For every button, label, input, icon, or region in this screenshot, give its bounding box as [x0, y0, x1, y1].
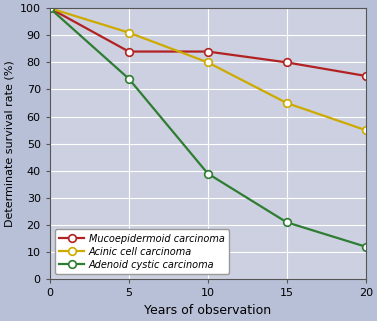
Adenoid cystic carcinoma — [285, 221, 289, 224]
Acinic cell carcinoma — [363, 128, 368, 132]
Y-axis label: Determinate survival rate (%): Determinate survival rate (%) — [4, 60, 14, 227]
Line: Adenoid cystic carcinoma: Adenoid cystic carcinoma — [46, 4, 369, 250]
X-axis label: Years of observation: Years of observation — [144, 304, 271, 317]
Acinic cell carcinoma — [48, 6, 52, 10]
Mucoepidermoid carcinoma — [127, 50, 131, 54]
Line: Acinic cell carcinoma: Acinic cell carcinoma — [46, 4, 369, 134]
Acinic cell carcinoma — [205, 60, 210, 64]
Adenoid cystic carcinoma — [363, 245, 368, 249]
Adenoid cystic carcinoma — [127, 77, 131, 81]
Mucoepidermoid carcinoma — [205, 50, 210, 54]
Mucoepidermoid carcinoma — [48, 6, 52, 10]
Line: Mucoepidermoid carcinoma: Mucoepidermoid carcinoma — [46, 4, 369, 80]
Mucoepidermoid carcinoma — [363, 74, 368, 78]
Adenoid cystic carcinoma — [205, 172, 210, 176]
Legend: Mucoepidermoid carcinoma, Acinic cell carcinoma, Adenoid cystic carcinoma: Mucoepidermoid carcinoma, Acinic cell ca… — [55, 229, 229, 274]
Adenoid cystic carcinoma — [48, 6, 52, 10]
Mucoepidermoid carcinoma — [285, 60, 289, 64]
Acinic cell carcinoma — [285, 101, 289, 105]
Acinic cell carcinoma — [127, 30, 131, 34]
